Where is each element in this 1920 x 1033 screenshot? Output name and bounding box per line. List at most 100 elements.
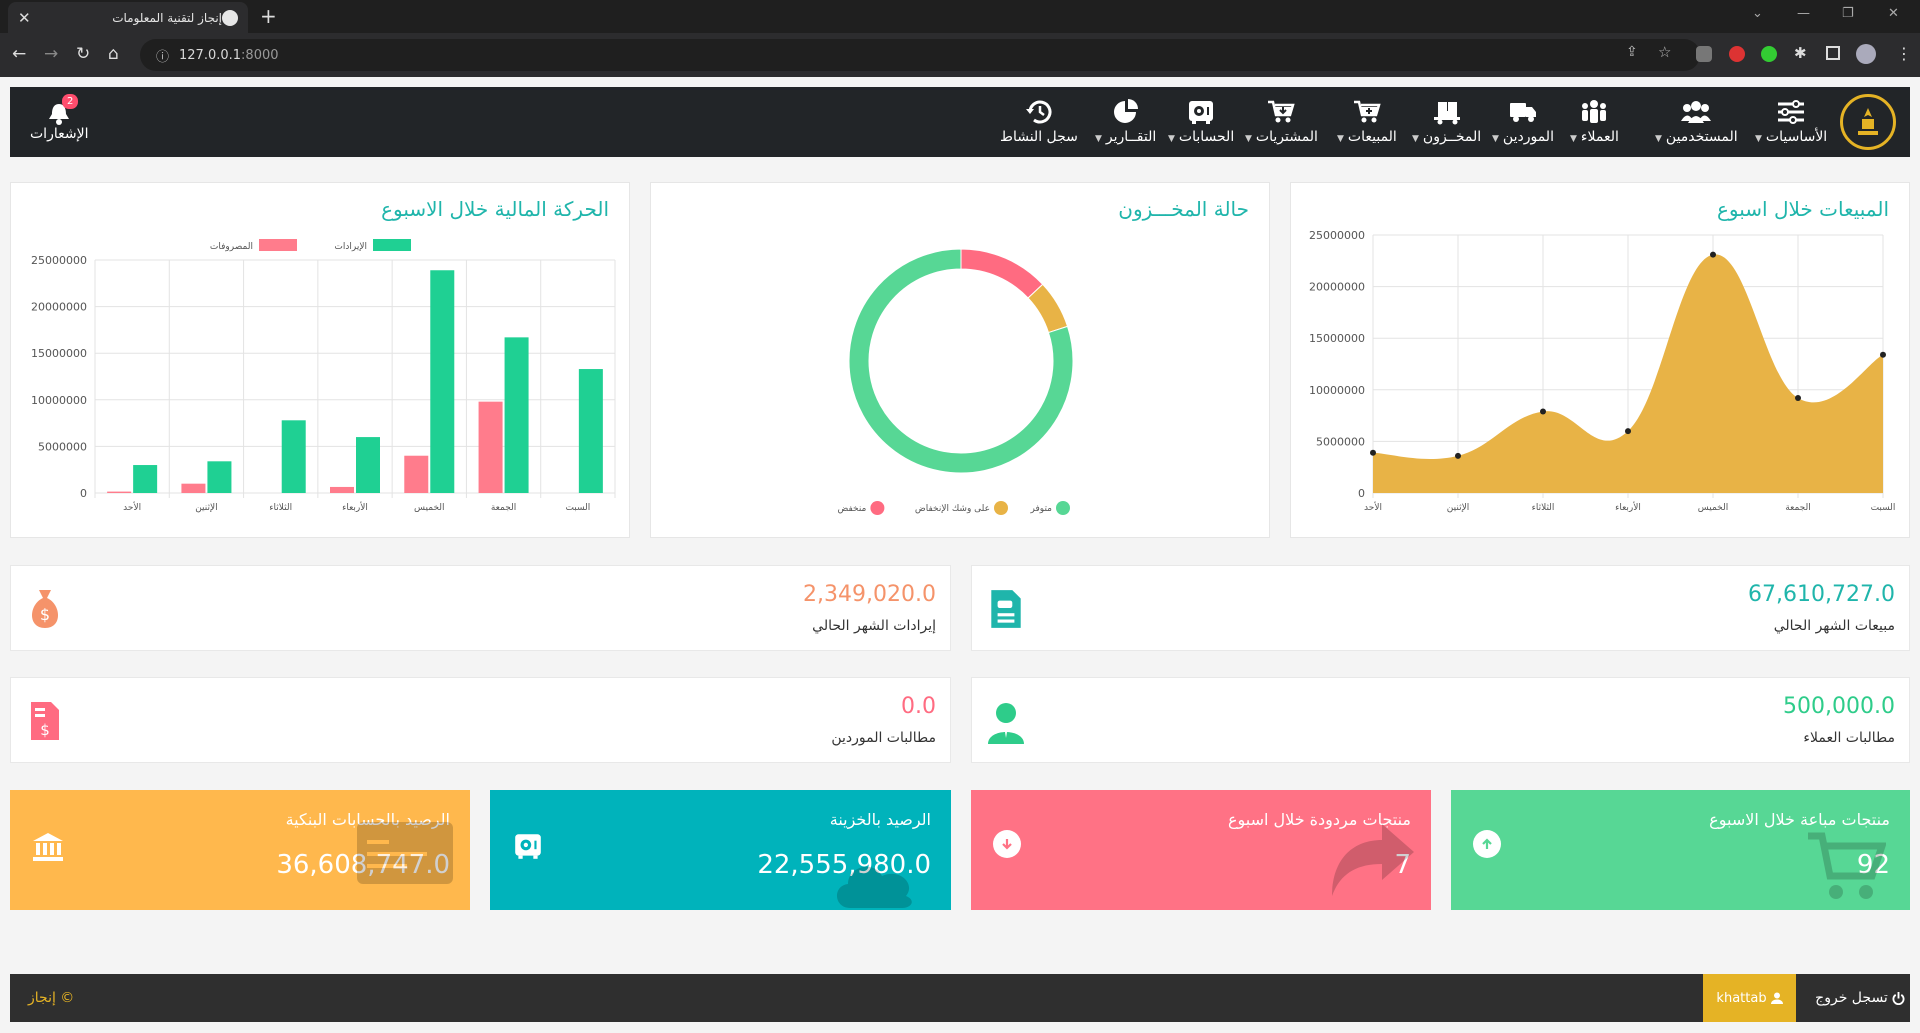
nav-suppliers-label: الموردين xyxy=(1502,129,1554,145)
new-tab-icon[interactable]: + xyxy=(260,4,277,28)
nav-reports[interactable]: ▼ التقــارير xyxy=(1095,87,1156,157)
tab-title: إنجاز لتقنية المعلومات xyxy=(112,10,222,25)
tab-search-icon[interactable]: ⌄ xyxy=(1752,6,1763,21)
x-tick-label: الأربعاء xyxy=(1615,501,1641,513)
money-check-watermark-icon xyxy=(357,822,453,884)
cart-arrow-down-icon xyxy=(1268,100,1296,123)
legend-swatch xyxy=(259,239,297,251)
share-icon[interactable]: ⇪ xyxy=(1626,44,1638,60)
nav-accounts-label: الحسابات xyxy=(1178,129,1235,145)
nav-accounts[interactable]: ▼ الحسابات xyxy=(1168,87,1234,157)
treasury-balance-label: الرصيد بالخزينة xyxy=(829,810,931,829)
inventory-slice xyxy=(960,248,1044,299)
extensions-puzzle-icon[interactable]: ✱ xyxy=(1794,44,1807,62)
footer-username: khattab xyxy=(1716,990,1767,1006)
bank-balance-box[interactable]: الرصيد بالحسابات البنكية 36,608,747.0 xyxy=(10,790,470,910)
logout-button[interactable]: تسجل خروج xyxy=(1810,974,1910,1022)
cart-watermark-icon xyxy=(1808,832,1886,899)
browser-menu-icon[interactable]: ⋮ xyxy=(1896,44,1912,63)
user-tie-icon xyxy=(988,703,1024,744)
sales-data-point xyxy=(1795,395,1801,402)
x-tick-label: السبت xyxy=(565,503,590,513)
returned-products-box[interactable]: منتجات مردودة خلال اسبوع 7 xyxy=(971,790,1431,910)
main-navbar: ▼ الأساسيات ▼ المستخدمين ▼ العملاء ▼ الموردي… xyxy=(10,87,1910,157)
nav-basics[interactable]: ▼ الأساسيات xyxy=(1755,87,1827,157)
nav-sales[interactable]: ▼ المبيعات xyxy=(1337,87,1397,157)
y-tick-label: 10000000 xyxy=(31,394,87,407)
sales-data-point xyxy=(1880,351,1886,358)
notifications-label: الإشعارات xyxy=(30,126,89,142)
invoice-dollar-icon: $ xyxy=(31,702,59,740)
returned-products-label: منتجات مردودة خلال اسبوع xyxy=(1227,810,1411,829)
browser-tab-bar xyxy=(0,0,1920,33)
nav-users-label: المستخدمين xyxy=(1665,129,1738,145)
notifications-button[interactable]: الإشعارات xyxy=(30,87,88,157)
profile-avatar[interactable] xyxy=(1856,44,1876,64)
bank-balance-value: 36,608,747.0 xyxy=(276,850,450,880)
site-info-icon[interactable]: ⓘ xyxy=(156,49,170,65)
nav-inventory[interactable]: ▼ المخــزون xyxy=(1412,87,1481,157)
extension-1-icon[interactable] xyxy=(1696,46,1712,62)
extension-3-icon[interactable] xyxy=(1761,46,1777,62)
treasury-balance-box[interactable]: الرصيد بالخزينة 22,555,980.0 xyxy=(490,790,951,910)
home-icon[interactable]: ⌂ xyxy=(108,44,119,64)
nav-purchases[interactable]: ▼ المشتريات xyxy=(1245,87,1318,157)
users-icon xyxy=(1681,101,1712,123)
nav-customers[interactable]: ▼ العملاء xyxy=(1570,87,1619,157)
month-revenue-card: 2,349,020.0 إيرادات الشهر الحالي $ xyxy=(10,565,951,651)
nav-inventory-label: المخــزون xyxy=(1422,129,1482,145)
back-icon[interactable]: ← xyxy=(12,44,27,64)
tab-close-icon[interactable]: ✕ xyxy=(18,8,31,27)
y-tick-label: 20000000 xyxy=(1309,281,1365,294)
legend-label: الإيرادات xyxy=(334,242,367,252)
x-tick-label: الثلاثاء xyxy=(269,503,292,513)
month-sales-label: مبيعات الشهر الحالي xyxy=(1773,618,1895,634)
side-panel-icon[interactable] xyxy=(1826,46,1840,60)
restore-icon[interactable]: ❐ xyxy=(1842,6,1854,21)
x-tick-label: الثلاثاء xyxy=(1532,503,1555,513)
finance-bar-chart: 0 5000000 10000000 15000000 20000000 25000000… xyxy=(31,239,616,513)
y-tick-label: 15000000 xyxy=(31,347,87,360)
y-tick-label: 10000000 xyxy=(1309,384,1365,397)
svg-text:$: $ xyxy=(40,605,50,624)
legend-swatch xyxy=(994,501,1008,515)
sales-data-point xyxy=(1540,408,1546,415)
x-tick-label: الأحد xyxy=(123,501,141,513)
legend-swatch xyxy=(870,501,885,515)
supplier-claims-card: 0.0 مطالبات الموردين $ xyxy=(10,677,951,763)
history-icon xyxy=(1025,100,1052,124)
pie-chart-icon xyxy=(1113,99,1138,123)
cart-plus-icon xyxy=(1353,100,1381,123)
finance-bar-expenses xyxy=(330,486,354,493)
finance-chart-title: الحركة المالية خلال الاسبوع xyxy=(381,197,609,221)
finance-bar-revenue xyxy=(133,465,158,493)
y-tick-label: 0 xyxy=(80,487,87,500)
browser-tab[interactable]: إنجاز لتقنية المعلومات ✕ xyxy=(8,2,248,33)
address-bar[interactable]: ⓘ 127.0.0.1:8000 xyxy=(140,39,1700,71)
month-sales-value: 67,610,727.0 xyxy=(1748,582,1895,607)
y-tick-label: 0 xyxy=(1358,487,1365,500)
sales-chart-title: المبيعات خلال اسبوع xyxy=(1716,197,1889,221)
logo[interactable] xyxy=(1840,94,1896,150)
nav-activity-log[interactable]: سجل النشاط xyxy=(1000,87,1078,157)
extension-2-icon[interactable] xyxy=(1729,46,1745,62)
logout-label: تسجل خروج xyxy=(1815,990,1888,1006)
inventory-chart-title: حالة المخـــزون xyxy=(1118,197,1249,221)
forward-icon[interactable]: → xyxy=(44,44,59,64)
nav-suppliers[interactable]: ▼ الموردين xyxy=(1492,87,1554,157)
reload-icon[interactable]: ↻ xyxy=(76,44,91,64)
footer-user-button[interactable]: khattab xyxy=(1703,974,1796,1022)
finance-bar-revenue xyxy=(207,461,232,493)
minimize-icon[interactable]: — xyxy=(1797,6,1810,21)
supplier-claims-label: مطالبات الموردين xyxy=(831,730,936,746)
bookmark-star-icon[interactable]: ☆ xyxy=(1658,43,1672,61)
inventory-donut-chart: متوفر على وشك الإنخفاض منخفض xyxy=(837,248,1074,515)
window-close-icon[interactable]: ✕ xyxy=(1888,6,1899,21)
nav-users[interactable]: ▼ المستخدمين xyxy=(1655,87,1738,157)
sold-products-box[interactable]: منتجات مباعة خلال الاسبوع 92 xyxy=(1451,790,1910,910)
invoice-icon xyxy=(991,590,1021,628)
nav-activity-log-label: سجل النشاط xyxy=(1000,129,1078,145)
notifications-count-badge: 2 xyxy=(62,94,79,109)
returned-products-value: 7 xyxy=(1394,850,1411,880)
customer-claims-value: 500,000.0 xyxy=(1783,694,1895,719)
